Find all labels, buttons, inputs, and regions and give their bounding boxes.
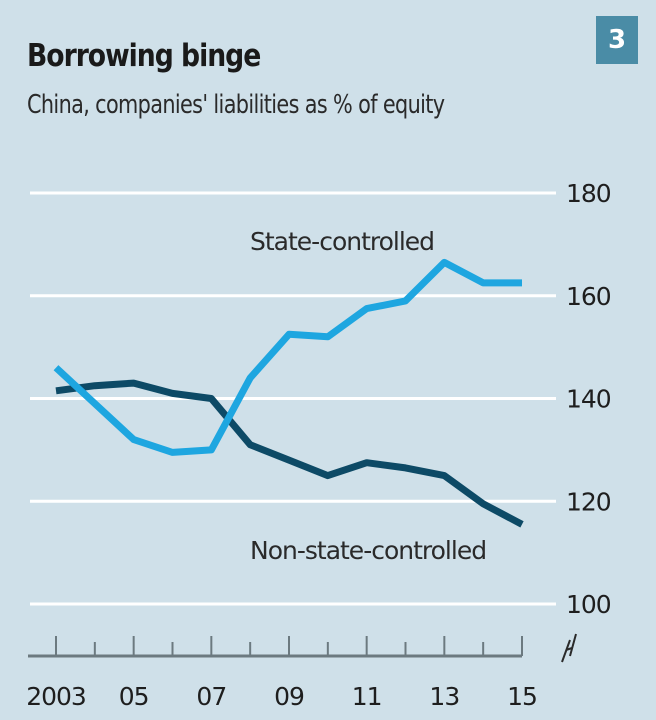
y-tick-label-120: 120 xyxy=(566,487,611,516)
chart-title: Borrowing binge xyxy=(27,38,261,74)
x-tick-label-13: 13 xyxy=(429,682,459,711)
series-label-non-state-controlled: Non-state-controlled xyxy=(250,536,486,565)
series-line-non-state-controlled xyxy=(55,379,524,528)
y-axis-labels: 100 120 140 160 180 xyxy=(566,179,612,619)
series-lines xyxy=(53,258,524,528)
x-tick-label-09: 09 xyxy=(274,682,304,711)
y-tick-label-140: 140 xyxy=(566,385,611,414)
y-tick-label-180: 180 xyxy=(566,179,611,208)
gridlines xyxy=(30,191,556,606)
series-label-state-controlled: State-controlled xyxy=(250,227,434,256)
y-tick-label-160: 160 xyxy=(566,282,611,311)
series-line-state-controlled xyxy=(53,258,522,456)
axis-break-icon xyxy=(561,633,577,663)
x-tick-label-11: 11 xyxy=(352,682,382,711)
y-tick-label-100: 100 xyxy=(566,590,611,619)
axis-break-mark xyxy=(561,633,577,663)
chart-subtitle: China, companies' liabilities as % of eq… xyxy=(27,90,445,120)
chart-number-badge: 3 xyxy=(596,16,638,64)
x-tick-label-15: 15 xyxy=(507,682,537,711)
series-labels: State-controlled Non-state-controlled xyxy=(250,227,487,565)
x-axis-labels: 2003 05 07 09 11 13 15 xyxy=(26,682,538,711)
x-tick-label-05: 05 xyxy=(119,682,149,711)
x-tick-label-2003: 2003 xyxy=(26,682,86,711)
x-tick-label-07: 07 xyxy=(196,682,226,711)
x-axis xyxy=(28,636,523,658)
